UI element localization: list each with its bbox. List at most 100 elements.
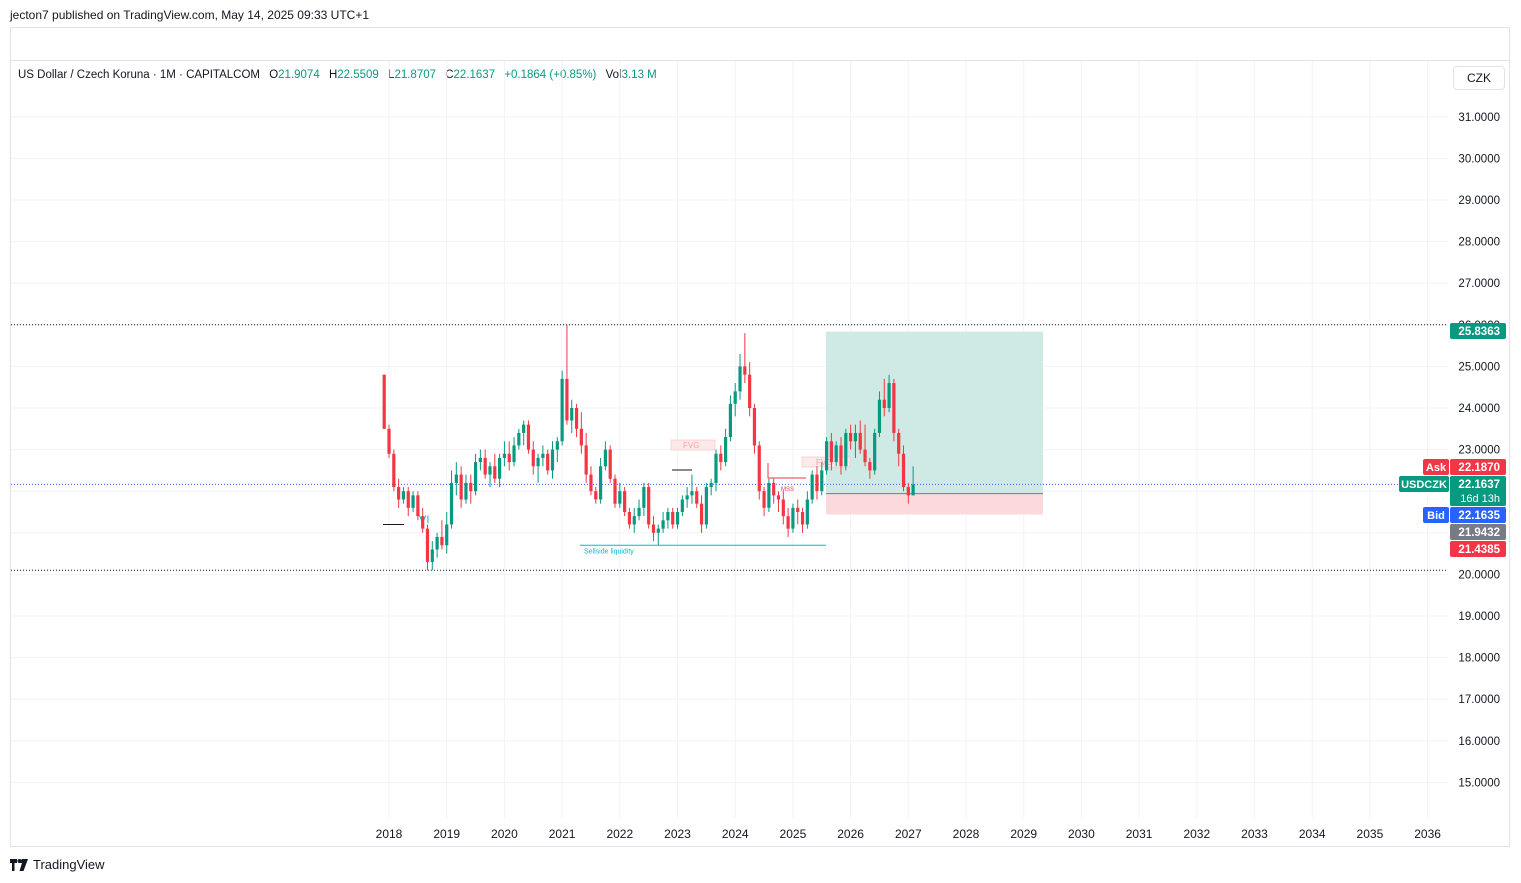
candle-body <box>392 453 396 488</box>
candle <box>469 474 473 504</box>
y-tick-label: 15.0000 <box>1458 777 1500 789</box>
candle-body <box>743 366 747 375</box>
candle-body <box>589 474 593 492</box>
candle-body <box>579 428 583 446</box>
candle <box>892 378 896 442</box>
candle <box>887 374 891 413</box>
candle <box>733 383 737 417</box>
candle-body <box>560 378 564 442</box>
bid-price-badge-bg <box>1450 507 1506 523</box>
candle-body <box>627 512 632 525</box>
x-tick-label: 2028 <box>953 827 980 841</box>
candle <box>531 441 535 475</box>
candle <box>714 449 718 492</box>
candle-body <box>901 453 906 488</box>
candle-body <box>632 516 636 525</box>
candle-body <box>430 549 434 562</box>
candle-body <box>387 428 391 454</box>
candle-body <box>459 474 463 500</box>
candle-body <box>911 484 915 496</box>
x-tick-label: 2029 <box>1010 827 1037 841</box>
x-tick-label: 2026 <box>837 827 864 841</box>
candle <box>776 491 781 512</box>
ask-label-tag: Ask <box>1423 459 1449 475</box>
candle <box>738 353 742 400</box>
last-price-value: 22.1637 <box>1458 479 1500 491</box>
symbol-name[interactable]: US Dollar / Czech Koruna · 1M · CAPITALC… <box>18 69 260 81</box>
candle <box>757 441 761 500</box>
last-price-badge-bg <box>1450 476 1506 506</box>
candle-body <box>863 449 867 463</box>
candle-body <box>425 528 430 562</box>
candle-body <box>834 445 838 463</box>
y-tick-label: 31.0000 <box>1458 112 1500 124</box>
high-value: 22.5509 <box>337 69 379 81</box>
bar-countdown: 16d 13h <box>1460 493 1500 505</box>
candle <box>387 424 391 458</box>
y-tick-label: 30.0000 <box>1458 153 1500 165</box>
footer-brand[interactable]: TradingView <box>10 857 105 872</box>
candle-body <box>839 445 843 467</box>
candle-body <box>858 432 862 450</box>
candle <box>647 482 651 529</box>
candle <box>507 441 511 471</box>
candle <box>449 470 454 529</box>
candle-body <box>483 457 487 475</box>
candle <box>661 512 665 533</box>
candle-body <box>685 495 689 500</box>
candle-body <box>502 453 507 458</box>
candle <box>877 391 882 438</box>
candle <box>699 495 704 533</box>
candle <box>464 474 468 504</box>
currency-button[interactable]: CZK <box>1453 66 1505 90</box>
publish-line: jecton7 published on TradingView.com, Ma… <box>10 8 370 22</box>
candle <box>844 428 848 471</box>
symbol-label-tag: USDCZK <box>1399 476 1449 492</box>
candle <box>651 516 656 542</box>
candle <box>820 462 824 496</box>
volume-value: 3.13 M <box>621 69 657 81</box>
candle <box>589 466 593 496</box>
candle <box>637 499 641 521</box>
candle <box>868 457 872 479</box>
candle-body <box>550 449 555 471</box>
candle-body <box>767 482 771 508</box>
candle-body <box>695 491 699 504</box>
candle-body <box>570 408 574 421</box>
candle-body <box>531 449 535 467</box>
candle-body <box>829 441 833 463</box>
candle <box>440 520 444 550</box>
candle-body <box>522 424 526 433</box>
candle-body <box>728 403 733 438</box>
stop-price-badge-value: 21.4385 <box>1458 544 1500 556</box>
candle-body <box>844 432 848 467</box>
candle <box>598 457 603 504</box>
candle-body <box>473 462 478 492</box>
candle <box>416 491 420 521</box>
candle <box>421 507 425 533</box>
candle <box>810 470 814 504</box>
candle <box>493 453 497 483</box>
candle-body <box>666 512 670 521</box>
candle-body <box>873 432 877 471</box>
candle-body <box>656 528 660 533</box>
candle <box>401 487 406 504</box>
candle-body <box>512 445 516 463</box>
candle-body <box>478 457 482 463</box>
candle <box>392 449 396 492</box>
target-zone <box>826 331 1043 494</box>
candle <box>550 441 555 479</box>
candle <box>608 445 612 483</box>
candle-body <box>719 453 723 463</box>
candle-body <box>565 378 569 421</box>
candle-body <box>594 491 598 500</box>
y-tick-label: 27.0000 <box>1458 278 1500 290</box>
candle <box>695 487 699 508</box>
candle-body <box>449 482 454 525</box>
candle <box>743 333 747 384</box>
candle <box>579 412 583 454</box>
ask-label-tag-text: Ask <box>1426 462 1447 474</box>
fvg-label-2: FVG <box>816 458 832 467</box>
candle-body <box>815 474 819 492</box>
